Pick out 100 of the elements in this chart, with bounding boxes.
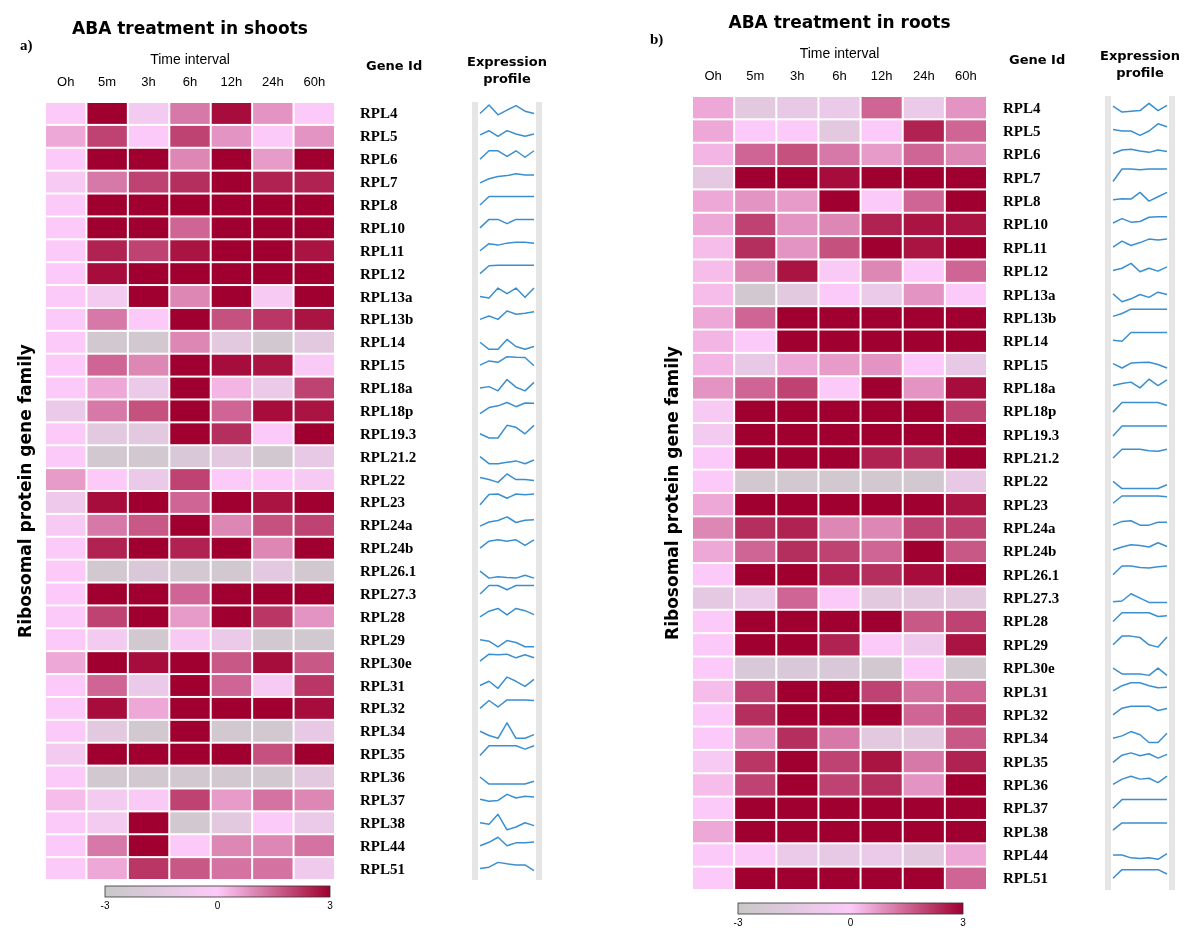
y-tick-label: RPL7 <box>360 174 398 191</box>
x-axis-title: Time interval <box>150 51 230 67</box>
y-tick-label: RPL27.3 <box>360 585 417 602</box>
chart-title: ABA treatment in roots <box>728 12 951 32</box>
y-tick-label: RPL24a <box>1003 520 1056 537</box>
y-tick-label: RPL30e <box>360 654 412 671</box>
text: Expression profile <box>1100 48 1180 80</box>
y-tick-label: RPL10 <box>1003 216 1048 233</box>
y-tick-label: RPL15 <box>360 357 405 374</box>
y-tick-label: RPL13a <box>360 288 413 305</box>
y-tick-label: RPL32 <box>360 700 405 717</box>
y-tick-label: RPL5 <box>360 128 398 145</box>
y-tick-label: RPL11 <box>1003 239 1048 256</box>
text: a) <box>20 37 33 54</box>
y-tick-label: RPL26.1 <box>360 563 417 580</box>
y-tick-label: RPL8 <box>1003 193 1041 210</box>
y-tick-label: RPL38 <box>360 814 405 831</box>
x-tick-label: 60h <box>303 74 326 89</box>
color-bar-label: 0 <box>847 917 854 928</box>
y-tick-label: RPL21.2 <box>1003 449 1060 466</box>
y-tick-label: RPL51 <box>360 860 405 877</box>
y-tick-label: RPL18a <box>1003 379 1056 396</box>
y-tick-label: RPL24a <box>360 517 413 534</box>
chart-title: ABA treatment in shoots <box>72 18 308 38</box>
y-tick-label: RPL8 <box>360 196 398 213</box>
y2-axis-title: Gene Id <box>366 58 423 73</box>
y-tick-label: RPL23 <box>1003 496 1048 513</box>
x-tick-label: 3h <box>141 74 156 89</box>
y-tick-label: RPL37 <box>360 791 406 808</box>
y-tick-label: RPL14 <box>1003 333 1049 350</box>
x-tick-label: 3h <box>790 68 805 83</box>
x-tick-label: 5m <box>98 74 117 89</box>
text: Expression profile <box>467 54 547 86</box>
color-bar-label: 0 <box>214 900 221 911</box>
x-tick-label: Oh <box>704 68 722 83</box>
y-tick-label: RPL19.3 <box>360 425 417 442</box>
y-tick-label: RPL26.1 <box>1003 566 1060 583</box>
y-axis-title: Ribosomal protein gene family <box>15 344 35 638</box>
y-tick-label: RPL28 <box>1003 613 1048 630</box>
y-tick-label: RPL31 <box>1003 683 1048 700</box>
y-tick-label: RPL23 <box>360 494 405 511</box>
color-bar-label: 3 <box>960 917 967 928</box>
y-tick-label: RPL13b <box>360 311 414 328</box>
y-tick-label: RPL37 <box>1003 800 1049 817</box>
y-tick-label: RPL27.3 <box>1003 590 1060 607</box>
y-tick-label: RPL34 <box>360 723 406 740</box>
y-tick-label: RPL11 <box>360 242 405 259</box>
y-tick-label: RPL13b <box>1003 309 1057 326</box>
y-tick-label: RPL44 <box>360 837 406 854</box>
x-tick-label: Oh <box>57 74 75 89</box>
y-tick-label: RPL22 <box>1003 473 1048 490</box>
y-tick-label: RPL4 <box>1003 99 1041 116</box>
x-tick-label: 6h <box>182 74 198 89</box>
y-tick-label: RPL14 <box>360 334 406 351</box>
y-tick-label: RPL34 <box>1003 730 1049 747</box>
y-tick-label: RPL38 <box>1003 823 1048 840</box>
x-tick-label: 5m <box>746 68 765 83</box>
y-tick-label: RPL4 <box>360 105 398 122</box>
y-tick-label: RPL6 <box>360 151 398 168</box>
y-tick-label: RPL5 <box>1003 123 1041 140</box>
y-tick-label: RPL12 <box>360 265 405 282</box>
y-tick-label: RPL35 <box>1003 753 1048 770</box>
x-axis-title: Time interval <box>799 45 880 61</box>
y-tick-label: RPL51 <box>1003 870 1048 887</box>
y-tick-label: RPL18p <box>1003 403 1057 420</box>
y-tick-label: RPL22 <box>360 471 405 488</box>
y-tick-label: RPL7 <box>1003 169 1041 186</box>
y-tick-label: RPL31 <box>360 677 405 694</box>
y-tick-label: RPL10 <box>360 219 405 236</box>
y-tick-label: RPL21.2 <box>360 448 417 465</box>
color-bar-label: -3 <box>100 900 110 911</box>
color-bar-label: -3 <box>733 917 743 928</box>
x-tick-label: 24h <box>262 74 284 89</box>
x-tick-label: 12h <box>870 68 893 83</box>
x-tick-label: 6h <box>832 68 847 83</box>
y-tick-label: RPL35 <box>360 746 405 763</box>
y-tick-label: RPL18a <box>360 380 413 397</box>
y-tick-label: RPL28 <box>360 608 405 625</box>
y-tick-label: RPL29 <box>360 631 405 648</box>
y-tick-label: RPL24b <box>360 540 414 557</box>
y-tick-label: RPL12 <box>1003 263 1048 280</box>
color-bar-label: 3 <box>327 900 334 911</box>
y-tick-label: RPL30e <box>1003 660 1055 677</box>
y-tick-label: RPL6 <box>1003 146 1041 163</box>
text: b) <box>650 31 664 48</box>
x-tick-label: 24h <box>912 68 935 83</box>
y-tick-label: RPL29 <box>1003 636 1048 653</box>
y-tick-label: RPL36 <box>1003 776 1049 793</box>
y-tick-label: RPL19.3 <box>1003 426 1060 443</box>
y-tick-label: RPL18p <box>360 402 414 419</box>
x-tick-label: 60h <box>955 68 977 83</box>
y-tick-label: RPL36 <box>360 769 406 786</box>
y-tick-label: RPL32 <box>1003 706 1048 723</box>
x-tick-label: 12h <box>220 74 243 89</box>
y-tick-label: RPL13a <box>1003 286 1056 303</box>
y-tick-label: RPL15 <box>1003 356 1048 373</box>
y-tick-label: RPL24b <box>1003 543 1057 560</box>
y-tick-label: RPL44 <box>1003 846 1049 863</box>
y2-axis-title: Gene Id <box>1009 52 1066 67</box>
y-axis-title: Ribosomal protein gene family <box>662 346 682 640</box>
